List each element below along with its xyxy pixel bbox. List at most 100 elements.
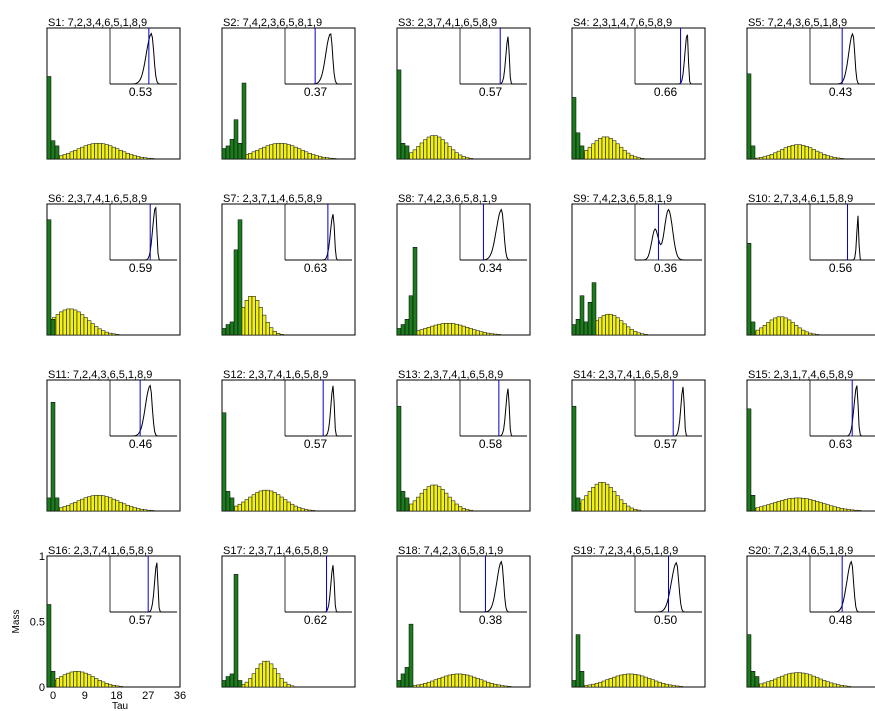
yellow-bar bbox=[146, 157, 151, 160]
yellow-bar bbox=[612, 140, 617, 160]
yellow-bar bbox=[416, 684, 421, 688]
green-bar bbox=[750, 671, 756, 688]
subplot-1: S1: 7,2,3,4,6,5,1,8,9 0.53 bbox=[46, 17, 181, 160]
yellow-bar bbox=[640, 158, 645, 160]
yellow-bar bbox=[412, 685, 417, 688]
green-bar bbox=[233, 574, 239, 688]
yellow-bar bbox=[825, 681, 830, 688]
inset-density-line bbox=[285, 33, 352, 85]
yellow-bar bbox=[482, 680, 487, 688]
yellow-bar bbox=[104, 331, 109, 336]
yellow-bar bbox=[766, 322, 771, 336]
yellow-bar bbox=[633, 674, 638, 688]
yellow-bar bbox=[605, 679, 610, 688]
yellow-bar bbox=[598, 317, 603, 336]
yellow-bar bbox=[780, 675, 785, 688]
green-bar bbox=[571, 97, 577, 160]
yellow-bar bbox=[258, 663, 263, 688]
yellow-bar bbox=[846, 509, 851, 512]
yellow-bar bbox=[139, 508, 144, 512]
inset-value: 0.57 bbox=[479, 85, 503, 99]
yellow-bar bbox=[629, 673, 634, 688]
green-bar bbox=[404, 497, 410, 512]
yellow-bar bbox=[594, 140, 599, 160]
yellow-bar bbox=[62, 506, 67, 512]
green-bar bbox=[400, 491, 406, 512]
yellow-bar bbox=[328, 157, 333, 160]
yellow-bar bbox=[279, 334, 284, 336]
yellow-bar bbox=[612, 491, 617, 512]
yellow-bar bbox=[55, 314, 60, 336]
green-bar bbox=[746, 408, 752, 512]
yellow-bar bbox=[668, 684, 673, 688]
yellow-bar bbox=[286, 144, 291, 160]
inset-density-line bbox=[810, 560, 875, 613]
yellow-bar bbox=[622, 323, 627, 336]
yellow-bar bbox=[587, 684, 592, 688]
yellow-bar bbox=[276, 494, 281, 512]
yellow-bar bbox=[839, 508, 844, 512]
yellow-bar bbox=[454, 152, 459, 160]
axes-labels: 0 9 18 27 36 0 0.5 1 Tau Mass bbox=[11, 551, 186, 711]
yellow-bar bbox=[304, 509, 309, 512]
yellow-bar bbox=[461, 156, 466, 160]
yellow-bar bbox=[776, 677, 781, 688]
inset-plot: 0.34 bbox=[459, 204, 527, 275]
yellow-bar bbox=[311, 154, 316, 160]
yellow-bar bbox=[766, 681, 771, 688]
plot-frame bbox=[221, 379, 356, 512]
x-tick-label: 18 bbox=[110, 690, 122, 702]
green-bar bbox=[221, 680, 227, 688]
yellow-bar bbox=[150, 158, 155, 160]
yellow-bar bbox=[262, 489, 267, 512]
yellow-bar bbox=[136, 508, 141, 512]
yellow-bar bbox=[482, 332, 487, 336]
inset-plot: 0.58 bbox=[459, 380, 527, 451]
inset-value: 0.66 bbox=[654, 85, 678, 99]
inset-plot: 0.46 bbox=[109, 380, 177, 451]
green-bar bbox=[575, 319, 581, 336]
yellow-bar bbox=[832, 506, 837, 512]
green-bar bbox=[50, 671, 56, 688]
plot-frame bbox=[396, 379, 531, 512]
yellow-bar bbox=[69, 671, 74, 688]
yellow-bar bbox=[475, 678, 480, 688]
yellow-bar bbox=[794, 325, 799, 336]
yellow-bar bbox=[594, 683, 599, 688]
yellow-bar bbox=[811, 500, 816, 512]
yellow-bar bbox=[451, 323, 456, 336]
yellow-bar bbox=[265, 660, 270, 688]
yellow-bar bbox=[430, 135, 435, 160]
yellow-bar bbox=[101, 143, 106, 160]
yellow-bar bbox=[654, 680, 659, 688]
yellow-bar bbox=[132, 155, 137, 160]
yellow-bar bbox=[325, 157, 330, 160]
subplot-title: S4: 2,3,1,4,7,6,5,8,9 bbox=[573, 17, 672, 29]
yellow-bar bbox=[73, 309, 78, 336]
yellow-bar bbox=[97, 495, 102, 512]
yellow-bar bbox=[272, 330, 277, 336]
green-bar bbox=[396, 680, 402, 688]
yellow-bar bbox=[419, 329, 424, 336]
subplot-title: S13: 2,3,7,4,1,6,5,8,9 bbox=[398, 369, 503, 381]
yellow-bar bbox=[440, 489, 445, 512]
inset-value: 0.57 bbox=[654, 437, 678, 451]
yellow-bar bbox=[430, 484, 435, 512]
yellow-bar bbox=[269, 490, 274, 512]
yellow-bar bbox=[447, 323, 452, 336]
yellow-bar bbox=[647, 678, 652, 688]
subplot-20: S20: 7,2,3,4,6,5,1,8,9 0.48 bbox=[746, 545, 875, 688]
plot-frame bbox=[396, 555, 531, 688]
yellow-bar bbox=[640, 333, 645, 336]
yellow-bar bbox=[269, 327, 274, 336]
yellow-bar bbox=[262, 660, 267, 688]
green-bar bbox=[46, 604, 52, 688]
yellow-bar bbox=[241, 501, 246, 512]
yellow-bar bbox=[843, 508, 848, 512]
yellow-bar bbox=[790, 322, 795, 336]
y-tick-label: 0 bbox=[39, 682, 45, 694]
yellow-bar bbox=[111, 685, 116, 688]
green-bar bbox=[229, 673, 235, 688]
inset-density-line bbox=[285, 214, 352, 261]
yellow-bar bbox=[125, 504, 130, 512]
